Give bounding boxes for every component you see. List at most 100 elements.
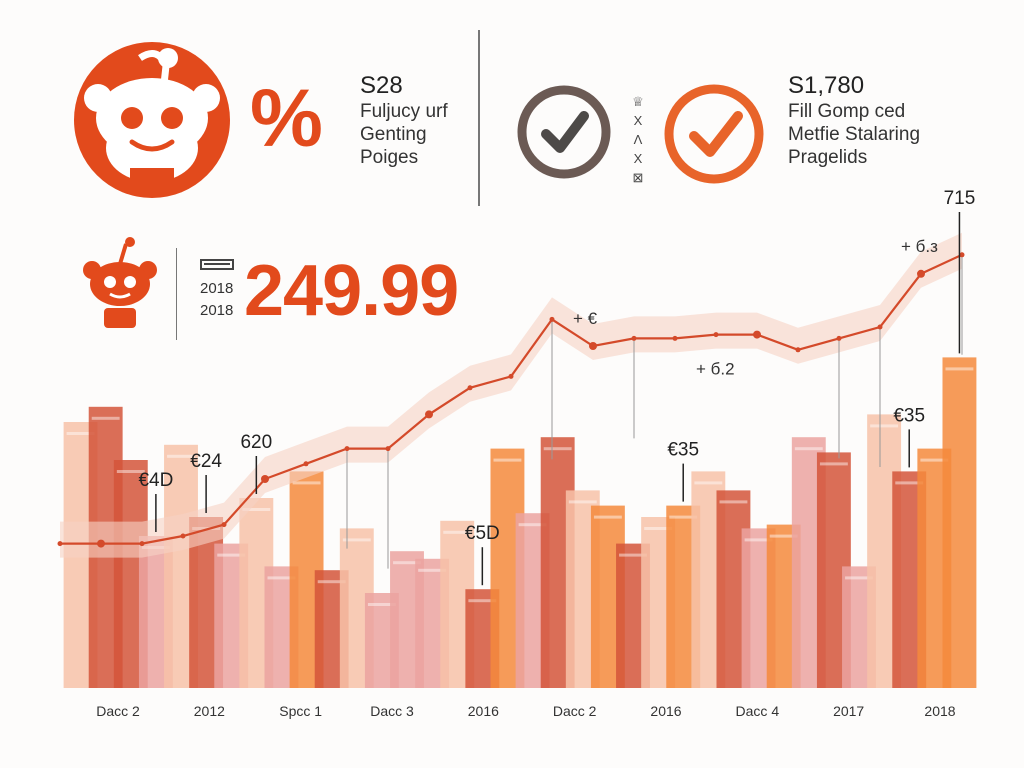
bar-stripe-24 bbox=[669, 515, 698, 519]
bar-stripe-31 bbox=[845, 576, 873, 580]
line-point-18 bbox=[795, 347, 801, 353]
bar-stripe-19 bbox=[543, 447, 572, 451]
bar-stripe-32 bbox=[870, 424, 899, 428]
mini-glyph-box: ⊠ bbox=[632, 170, 644, 185]
bar-stripe-6 bbox=[217, 553, 246, 557]
bar-stripe-15 bbox=[443, 530, 472, 534]
mini-glyph-x1: Χ bbox=[633, 113, 643, 128]
line-point-12 bbox=[549, 316, 555, 322]
bar-stripe-23 bbox=[644, 527, 673, 530]
x-tick-label-7: Dacc 4 bbox=[736, 703, 780, 719]
left-stat-value: S28 bbox=[360, 72, 403, 99]
line-point-17 bbox=[753, 330, 761, 339]
bar-stripe-13 bbox=[393, 561, 421, 565]
line-point-13 bbox=[589, 342, 597, 350]
bar-stripe-10 bbox=[317, 580, 346, 584]
mini-glyph-x2: Χ bbox=[633, 151, 643, 166]
bar-stripe-21 bbox=[593, 515, 622, 519]
bar-stripe-28 bbox=[769, 534, 798, 538]
left-stat-line-2: Genting bbox=[360, 124, 427, 145]
left-stat-line-3: Poiges bbox=[360, 147, 419, 168]
x-tick-label-8: 2017 bbox=[833, 703, 864, 719]
bar-stripe-29 bbox=[794, 447, 823, 451]
line-point-0 bbox=[57, 541, 63, 547]
marker-label-1: + б.2 bbox=[696, 360, 735, 379]
line-point-7 bbox=[344, 446, 350, 452]
bar-stripe-11 bbox=[342, 538, 371, 542]
annotation-label-5: €35 bbox=[893, 405, 925, 426]
annotation-label-4: €35 bbox=[667, 440, 699, 461]
bar-stripe-35 bbox=[945, 367, 974, 371]
bar-35 bbox=[942, 357, 977, 688]
x-tick-label-4: 2016 bbox=[468, 703, 499, 719]
annotation-label-0: €4D bbox=[138, 470, 173, 491]
bar-stripe-27 bbox=[744, 538, 773, 542]
annotation-label-3: €5D bbox=[465, 523, 500, 544]
right-stat-line-3: Pragelids bbox=[788, 147, 868, 168]
highlight-year-1: 2018 bbox=[200, 280, 234, 297]
annotation-label-2: 620 bbox=[240, 432, 272, 453]
bar-stripe-14 bbox=[418, 568, 447, 572]
checkmark-circle-orange-icon bbox=[664, 84, 764, 184]
bar-stripe-25 bbox=[694, 481, 723, 485]
line-point-1 bbox=[97, 539, 105, 548]
x-tick-label-0: Dacc 2 bbox=[96, 703, 140, 719]
bar-stripe-4 bbox=[167, 454, 195, 458]
bar-stripe-2 bbox=[116, 470, 145, 473]
bar-stripe-18 bbox=[518, 523, 547, 527]
bar-stripe-16 bbox=[468, 599, 497, 603]
mini-glyph-crown: ♕ bbox=[632, 94, 644, 109]
x-tick-label-5: Dacc 2 bbox=[553, 703, 597, 719]
line-point-10 bbox=[467, 385, 473, 391]
small-mascot-icon bbox=[83, 237, 157, 328]
line-point-15 bbox=[672, 335, 678, 341]
mini-glyph-lambda: Λ bbox=[633, 132, 643, 147]
marker-label-2: + б.з bbox=[901, 237, 938, 256]
highlight-year-2: 2018 bbox=[200, 302, 234, 319]
line-point-14 bbox=[631, 335, 637, 341]
line-point-4 bbox=[221, 522, 227, 528]
left-stat: S28 Fuljucy urf Genting Poiges bbox=[360, 72, 448, 169]
bar-stripe-34 bbox=[920, 458, 949, 462]
highlight-value: 249.99 bbox=[244, 251, 459, 331]
line-point-20 bbox=[877, 324, 883, 330]
line-point-21 bbox=[917, 269, 925, 278]
bar-stripe-33 bbox=[895, 481, 924, 485]
x-tick-label-9: 2018 bbox=[924, 703, 955, 719]
line-point-6 bbox=[303, 461, 309, 467]
checkmark-circle-dark-icon bbox=[517, 85, 611, 179]
bar-stripe-9 bbox=[292, 481, 321, 485]
left-stat-line-1: Fuljucy urf bbox=[360, 101, 448, 122]
mascot-icon bbox=[74, 42, 230, 198]
bar-stripe-26 bbox=[719, 500, 748, 504]
mini-glyphs: ♕ Χ Λ Χ ⊠ bbox=[628, 92, 648, 187]
right-stat-line-1: Fill Gomp ced bbox=[788, 101, 906, 122]
x-tick-label-6: 2016 bbox=[650, 703, 681, 719]
bar-stripe-17 bbox=[493, 458, 522, 462]
flag-icon bbox=[200, 259, 234, 270]
annotation-label-6: 715 bbox=[944, 188, 976, 209]
line-band bbox=[60, 232, 962, 558]
line-point-16 bbox=[713, 332, 719, 338]
bar-stripe-8 bbox=[267, 576, 296, 580]
highlight-divider bbox=[176, 248, 177, 340]
bar-stripe-30 bbox=[819, 462, 848, 466]
line-point-11 bbox=[508, 373, 514, 379]
line-point-8 bbox=[385, 446, 391, 452]
bar-stripe-0 bbox=[66, 432, 95, 435]
bar-stripe-7 bbox=[242, 508, 271, 511]
bar-stripe-22 bbox=[619, 553, 647, 557]
header-divider bbox=[478, 30, 480, 206]
marker-label-0: + € bbox=[573, 309, 598, 328]
line-point-3 bbox=[180, 533, 186, 539]
line-point-2 bbox=[139, 541, 145, 547]
line-point-19 bbox=[836, 335, 842, 341]
annotation-label-1: €24 bbox=[190, 451, 222, 472]
right-stat-value: S1,780 bbox=[788, 72, 865, 99]
bar-stripe-12 bbox=[367, 603, 396, 606]
x-tick-label-3: Dacc 3 bbox=[370, 703, 414, 719]
percent-symbol: % bbox=[250, 73, 323, 164]
x-tick-label-2: Spcc 1 bbox=[279, 703, 322, 719]
line-point-5 bbox=[261, 475, 269, 483]
